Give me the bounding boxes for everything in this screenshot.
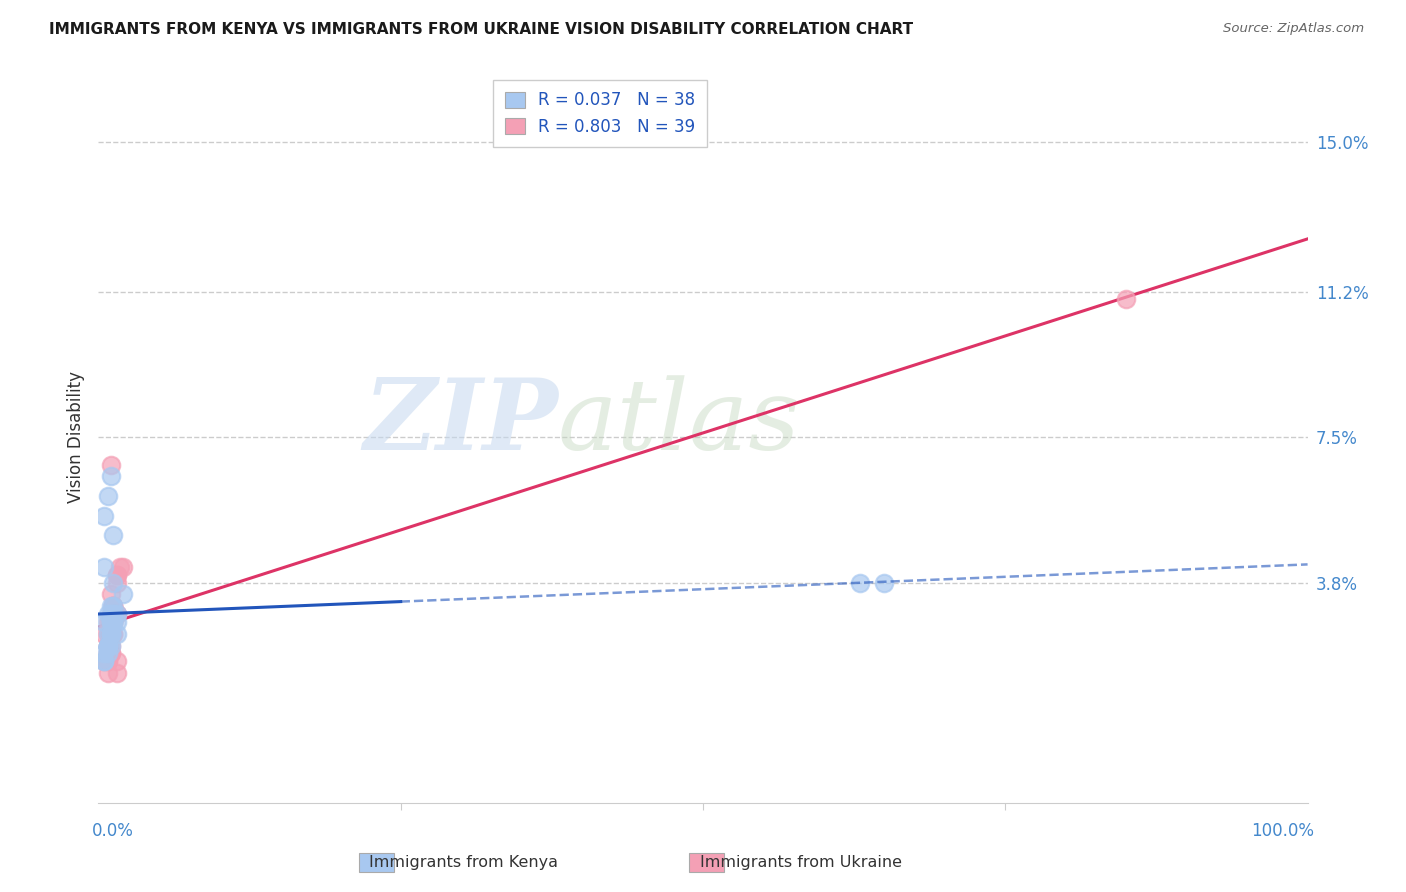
Point — [97, 654, 120, 668]
Point — [100, 607, 122, 621]
Point — [100, 469, 122, 483]
Point — [105, 567, 128, 582]
Point — [100, 626, 122, 640]
Point — [97, 654, 120, 668]
Point — [93, 615, 115, 629]
Point — [111, 559, 134, 574]
Point — [100, 639, 122, 653]
Legend: R = 0.037   N = 38, R = 0.803   N = 39: R = 0.037 N = 38, R = 0.803 N = 39 — [494, 79, 707, 147]
Text: 0.0%: 0.0% — [93, 822, 134, 840]
Point — [97, 615, 120, 629]
Point — [101, 607, 124, 621]
Point — [100, 607, 122, 621]
Point — [105, 654, 128, 668]
Point — [100, 615, 122, 629]
Point — [93, 626, 115, 640]
Point — [100, 626, 122, 640]
Point — [101, 599, 124, 614]
Point — [97, 639, 120, 653]
Text: Source: ZipAtlas.com: Source: ZipAtlas.com — [1223, 22, 1364, 36]
Point — [93, 559, 115, 574]
Text: atlas: atlas — [558, 375, 800, 470]
Point — [105, 626, 128, 640]
Point — [93, 654, 115, 668]
Point — [101, 615, 124, 629]
Text: Immigrants from Kenya: Immigrants from Kenya — [370, 855, 558, 870]
Point — [108, 559, 131, 574]
Point — [97, 626, 120, 640]
Point — [100, 587, 122, 601]
Point — [97, 639, 120, 653]
Point — [97, 607, 120, 621]
Point — [100, 615, 122, 629]
Y-axis label: Vision Disability: Vision Disability — [66, 371, 84, 503]
Point — [97, 666, 120, 681]
Point — [97, 489, 120, 503]
Point — [105, 567, 128, 582]
Point — [105, 615, 128, 629]
Point — [101, 599, 124, 614]
Point — [101, 528, 124, 542]
Point — [97, 639, 120, 653]
Point — [1115, 293, 1137, 307]
Point — [849, 575, 872, 590]
Point — [101, 615, 124, 629]
Point — [93, 646, 115, 660]
Text: ZIP: ZIP — [363, 375, 558, 471]
Text: Immigrants from Ukraine: Immigrants from Ukraine — [700, 855, 903, 870]
Point — [93, 654, 115, 668]
Point — [100, 615, 122, 629]
Point — [105, 575, 128, 590]
Text: 100.0%: 100.0% — [1250, 822, 1313, 840]
Point — [101, 626, 124, 640]
Point — [101, 599, 124, 614]
Point — [105, 666, 128, 681]
Point — [97, 639, 120, 653]
Point — [93, 508, 115, 523]
Point — [100, 599, 122, 614]
Point — [97, 626, 120, 640]
Point — [101, 607, 124, 621]
Point — [105, 607, 128, 621]
Point — [100, 615, 122, 629]
Point — [97, 646, 120, 660]
Point — [100, 626, 122, 640]
Point — [100, 458, 122, 472]
Point — [93, 654, 115, 668]
Point — [101, 615, 124, 629]
Point — [100, 626, 122, 640]
Point — [100, 626, 122, 640]
Point — [101, 575, 124, 590]
Text: IMMIGRANTS FROM KENYA VS IMMIGRANTS FROM UKRAINE VISION DISABILITY CORRELATION C: IMMIGRANTS FROM KENYA VS IMMIGRANTS FROM… — [49, 22, 914, 37]
Point — [873, 575, 896, 590]
Point — [100, 639, 122, 653]
Point — [100, 626, 122, 640]
Point — [101, 626, 124, 640]
Point — [97, 646, 120, 660]
Point — [105, 607, 128, 621]
Point — [105, 607, 128, 621]
Point — [100, 646, 122, 660]
Point — [97, 639, 120, 653]
Point — [97, 646, 120, 660]
Point — [100, 615, 122, 629]
Point — [100, 646, 122, 660]
Point — [101, 599, 124, 614]
Point — [97, 639, 120, 653]
Point — [101, 615, 124, 629]
Point — [97, 639, 120, 653]
Point — [111, 587, 134, 601]
